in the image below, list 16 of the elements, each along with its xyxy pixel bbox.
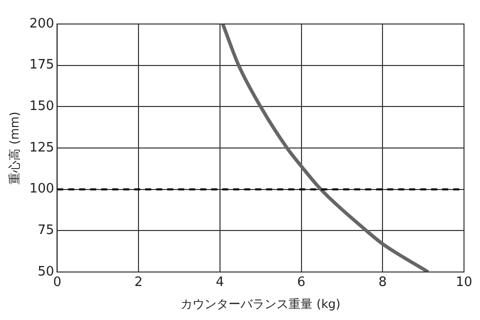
x-tick-label: 10 [456,275,472,290]
y-tick-label: 175 [29,58,54,73]
y-tick-label: 75 [38,223,54,238]
y-tick-label: 100 [29,182,54,197]
y-tick-label: 125 [29,140,54,156]
y-tick-label: 200 [29,16,54,32]
x-tick-label: 6 [297,275,306,290]
y-axis-title: 重心高 (mm) [7,112,22,184]
x-tick-label: 2 [134,275,143,290]
y-tick-label: 50 [38,264,54,280]
x-tick-label: 0 [53,275,62,290]
x-tick-label: 8 [378,275,387,290]
y-tick-label: 150 [29,99,54,114]
x-axis-title: カウンターバランス重量 (kg) [180,296,340,311]
x-tick-label: 4 [216,275,224,290]
line-series [221,24,430,272]
